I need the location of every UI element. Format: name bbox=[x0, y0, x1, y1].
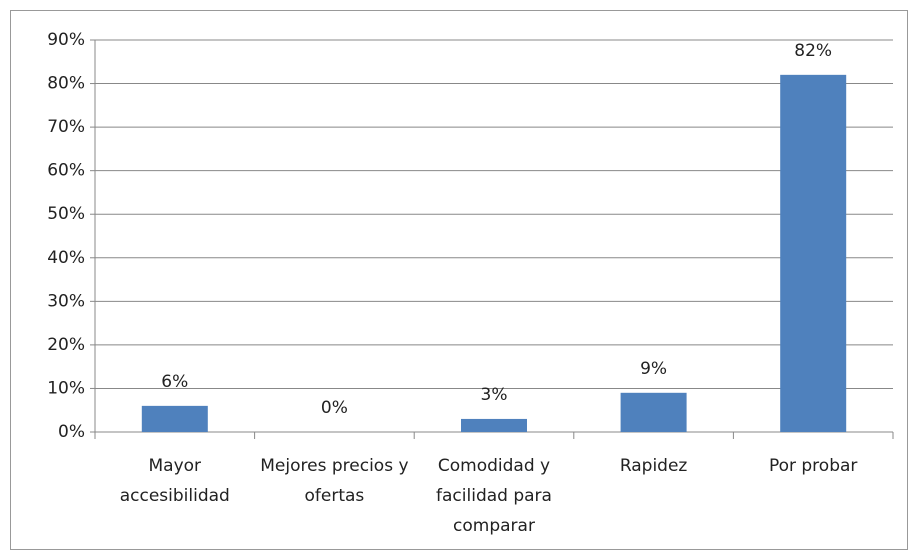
x-tick-label: Por probar bbox=[768, 456, 858, 476]
data-label: 82% bbox=[794, 41, 832, 61]
y-tick-label: 40% bbox=[47, 248, 85, 268]
y-tick-label: 10% bbox=[47, 378, 85, 398]
y-tick-label: 30% bbox=[47, 291, 85, 311]
bar bbox=[780, 74, 847, 432]
data-label: 9% bbox=[640, 359, 667, 379]
y-tick-label: 90% bbox=[47, 30, 85, 50]
y-tick-label: 50% bbox=[47, 204, 85, 224]
bar bbox=[461, 418, 527, 432]
data-label: 6% bbox=[161, 372, 188, 392]
x-tick-label: Rapidez bbox=[619, 456, 688, 476]
y-tick-label: 60% bbox=[47, 161, 85, 181]
y-tick-label: 20% bbox=[47, 335, 85, 355]
y-tick-label: 70% bbox=[47, 117, 85, 137]
chart-border bbox=[10, 10, 908, 550]
x-tick-label: Mayor accesibilidad bbox=[119, 456, 230, 506]
y-tick-label: 0% bbox=[58, 422, 85, 442]
bar bbox=[141, 405, 208, 432]
data-label: 3% bbox=[481, 385, 508, 405]
x-tick-label: Comodidad y facilidad para comparar bbox=[436, 456, 552, 536]
bar bbox=[620, 392, 687, 432]
y-tick-label: 80% bbox=[47, 74, 85, 94]
x-tick-label: Mejores precios y ofertas bbox=[260, 456, 409, 506]
data-label: 0% bbox=[321, 398, 348, 418]
